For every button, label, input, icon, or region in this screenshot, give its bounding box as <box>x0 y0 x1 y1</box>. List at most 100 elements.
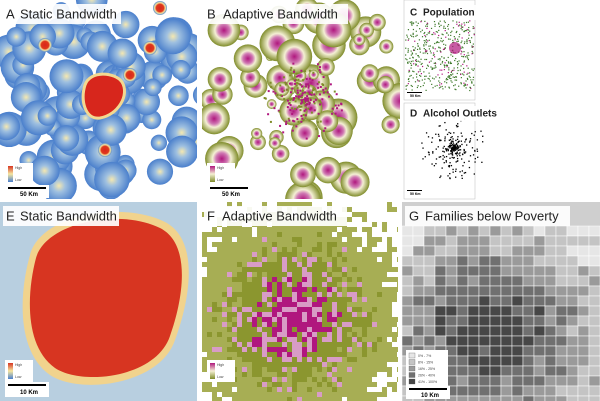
map-feature <box>397 227 398 232</box>
map-feature <box>227 347 232 352</box>
map-feature <box>456 155 458 157</box>
map-feature <box>467 245 480 257</box>
map-feature <box>443 151 445 153</box>
map-feature <box>237 287 242 292</box>
map-feature <box>207 292 212 297</box>
map-feature <box>287 342 292 347</box>
map-feature <box>438 125 440 127</box>
map-feature <box>242 327 247 332</box>
map-feature <box>418 39 420 41</box>
map-feature <box>317 262 322 267</box>
map-feature <box>431 137 434 139</box>
map-feature <box>460 27 462 30</box>
map-feature <box>212 287 217 292</box>
map-feature <box>387 332 392 337</box>
map-feature <box>252 347 257 352</box>
map-feature <box>405 39 407 41</box>
map-feature <box>317 362 322 367</box>
map-feature <box>367 342 372 347</box>
map-feature <box>227 247 232 252</box>
map-feature <box>444 81 446 83</box>
map-feature <box>555 315 568 327</box>
map-feature <box>412 23 414 25</box>
map-feature <box>217 292 222 297</box>
map-feature <box>382 322 387 327</box>
map-feature <box>511 345 524 357</box>
map-feature <box>478 225 491 237</box>
map-feature <box>434 33 436 35</box>
map-feature <box>449 62 452 65</box>
map-feature <box>242 397 247 401</box>
map-feature <box>277 362 282 367</box>
map-feature <box>257 357 262 362</box>
map-feature <box>324 91 327 94</box>
map-feature <box>242 362 247 367</box>
map-feature <box>456 365 469 377</box>
map-feature <box>406 84 408 87</box>
map-feature <box>207 382 212 387</box>
map-feature <box>456 61 459 63</box>
map-feature <box>419 61 421 63</box>
map-feature <box>272 297 277 302</box>
map-feature <box>478 255 491 267</box>
map-feature <box>588 375 600 387</box>
map-feature <box>317 382 322 387</box>
map-feature <box>451 152 454 154</box>
map-feature <box>401 275 414 287</box>
map-feature <box>425 89 427 91</box>
map-feature <box>262 247 267 252</box>
map-feature <box>566 265 579 277</box>
map-feature <box>212 297 217 302</box>
legend-swatch <box>408 372 416 378</box>
map-feature <box>367 352 372 357</box>
map-feature <box>468 34 470 36</box>
map-feature <box>242 352 247 357</box>
map-feature <box>296 87 299 90</box>
map-feature <box>237 297 242 302</box>
map-feature <box>392 247 397 252</box>
map-feature <box>297 262 302 267</box>
map-feature <box>353 33 366 46</box>
map-feature <box>412 28 415 31</box>
map-feature <box>237 262 242 267</box>
scale-d: 50 Km <box>407 190 422 196</box>
map-feature <box>217 302 222 307</box>
map-feature <box>450 153 452 155</box>
map-feature <box>317 232 322 237</box>
map-feature <box>94 161 130 198</box>
map-feature <box>302 297 307 302</box>
map-feature <box>301 117 304 120</box>
map-feature <box>291 112 294 115</box>
map-feature <box>312 397 317 401</box>
map-feature <box>566 275 579 287</box>
map-feature <box>423 255 436 267</box>
map-feature <box>262 377 267 382</box>
map-feature <box>307 392 312 397</box>
map-feature <box>457 141 459 144</box>
map-feature <box>334 112 337 115</box>
map-feature <box>372 317 377 322</box>
map-feature <box>347 262 352 267</box>
map-feature <box>292 97 295 100</box>
map-feature <box>454 84 456 86</box>
map-feature <box>332 352 337 357</box>
map-feature <box>123 68 137 82</box>
map-feature <box>317 302 322 307</box>
map-feature <box>471 132 473 135</box>
map-feature <box>292 292 297 297</box>
map-feature <box>302 252 307 257</box>
map-feature <box>262 302 267 307</box>
map-feature <box>442 48 445 51</box>
map-feature <box>342 387 347 392</box>
map-feature <box>466 144 468 146</box>
map-feature <box>247 342 252 347</box>
map-feature <box>472 79 474 81</box>
map-feature <box>533 295 546 307</box>
map-feature <box>476 148 478 150</box>
map-feature <box>456 146 458 148</box>
map-feature <box>463 51 465 53</box>
map-feature <box>447 25 449 27</box>
map-feature <box>419 47 421 49</box>
map-feature <box>312 332 317 337</box>
map-feature <box>332 392 337 397</box>
